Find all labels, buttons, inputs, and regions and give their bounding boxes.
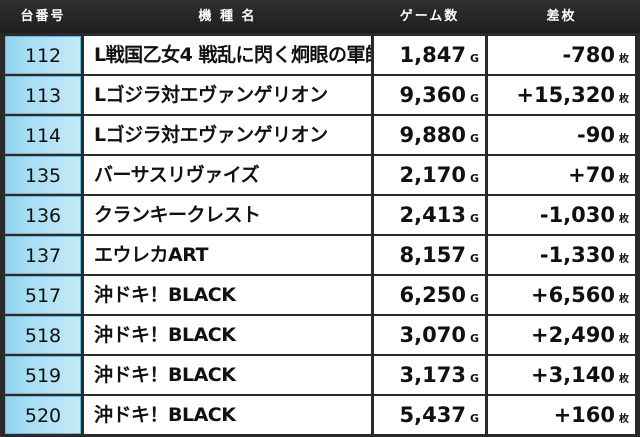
diff-value: +2,490 bbox=[530, 323, 615, 347]
games-cell: 9,880 G bbox=[374, 116, 485, 154]
games-value: 9,360 bbox=[399, 83, 466, 107]
games-cell: 1,847 G bbox=[374, 36, 485, 74]
diff-cell: +2,490 枚 bbox=[488, 316, 635, 354]
games-cell: 2,170 G bbox=[374, 156, 485, 194]
diff-cell: +70 枚 bbox=[488, 156, 635, 194]
table-row: 517 沖ドキ！BLACK 6,250 G +6,560 枚 bbox=[0, 276, 640, 314]
diff-unit: 枚 bbox=[619, 374, 629, 385]
header-number: 台番号 bbox=[20, 9, 66, 24]
table-row: 136 クランキークレスト 2,413 G -1,030 枚 bbox=[0, 196, 640, 234]
machine-number: 112 bbox=[5, 36, 81, 74]
machine-number: 136 bbox=[5, 196, 81, 234]
games-unit: G bbox=[469, 132, 479, 145]
games-value: 5,437 bbox=[399, 403, 466, 427]
games-value: 6,250 bbox=[399, 283, 466, 307]
table-row: 135 バーサスリヴァイズ 2,170 G +70 枚 bbox=[0, 156, 640, 194]
diff-value: +70 bbox=[568, 163, 615, 187]
diff-value: -1,030 bbox=[539, 203, 615, 227]
model-name: 沖ドキ！BLACK bbox=[84, 396, 371, 434]
model-name: Lゴジラ対エヴァンゲリオン bbox=[84, 116, 371, 154]
diff-cell: -780 枚 bbox=[488, 36, 635, 74]
table-row: 520 沖ドキ！BLACK 5,437 G +160 枚 bbox=[0, 396, 640, 434]
diff-value: +160 bbox=[553, 403, 615, 427]
diff-value: +6,560 bbox=[530, 283, 615, 307]
games-cell: 3,070 G bbox=[374, 316, 485, 354]
games-unit: G bbox=[469, 92, 479, 105]
games-unit: G bbox=[469, 412, 479, 425]
header-model: 機 種 名 bbox=[198, 9, 257, 24]
header-diff: 差枚 bbox=[546, 9, 577, 24]
diff-value: -780 bbox=[562, 43, 615, 67]
diff-unit: 枚 bbox=[619, 254, 629, 265]
games-unit: G bbox=[469, 252, 479, 265]
machine-number: 135 bbox=[5, 156, 81, 194]
diff-cell: +160 枚 bbox=[488, 396, 635, 434]
diff-value: +3,140 bbox=[530, 363, 615, 387]
model-name: クランキークレスト bbox=[84, 196, 371, 234]
model-name: エウレカART bbox=[84, 236, 371, 274]
games-unit: G bbox=[469, 292, 479, 305]
diff-value: -1,330 bbox=[539, 243, 615, 267]
games-unit: G bbox=[469, 172, 479, 185]
model-name: バーサスリヴァイズ bbox=[84, 156, 371, 194]
table-row: 112 L戦国乙女4 戦乱に閃く炯眼の軍師 1,847 G -780 枚 bbox=[0, 36, 640, 74]
model-name: Lゴジラ対エヴァンゲリオン bbox=[84, 76, 371, 114]
games-value: 2,170 bbox=[399, 163, 466, 187]
diff-cell: -1,030 枚 bbox=[488, 196, 635, 234]
diff-value: -90 bbox=[577, 123, 615, 147]
diff-value: +15,320 bbox=[516, 83, 615, 107]
games-cell: 5,437 G bbox=[374, 396, 485, 434]
games-unit: G bbox=[469, 372, 479, 385]
diff-unit: 枚 bbox=[619, 334, 629, 345]
model-name: 沖ドキ！BLACK bbox=[84, 356, 371, 394]
diff-cell: -1,330 枚 bbox=[488, 236, 635, 274]
header-games: ゲーム数 bbox=[399, 9, 460, 24]
machine-number: 517 bbox=[5, 276, 81, 314]
table-row: 113 Lゴジラ対エヴァンゲリオン 9,360 G +15,320 枚 bbox=[0, 76, 640, 114]
games-cell: 8,157 G bbox=[374, 236, 485, 274]
games-value: 1,847 bbox=[399, 43, 466, 67]
games-unit: G bbox=[469, 212, 479, 225]
table-row: 137 エウレカART 8,157 G -1,330 枚 bbox=[0, 236, 640, 274]
diff-cell: +3,140 枚 bbox=[488, 356, 635, 394]
diff-unit: 枚 bbox=[619, 54, 629, 65]
games-value: 2,413 bbox=[399, 203, 466, 227]
diff-unit: 枚 bbox=[619, 214, 629, 225]
games-cell: 2,413 G bbox=[374, 196, 485, 234]
model-name: 沖ドキ！BLACK bbox=[84, 276, 371, 314]
diff-unit: 枚 bbox=[619, 174, 629, 185]
games-unit: G bbox=[469, 52, 479, 65]
games-unit: G bbox=[469, 332, 479, 345]
machine-number: 520 bbox=[5, 396, 81, 434]
diff-cell: -90 枚 bbox=[488, 116, 635, 154]
diff-unit: 枚 bbox=[619, 94, 629, 105]
diff-cell: +15,320 枚 bbox=[488, 76, 635, 114]
machine-number: 518 bbox=[5, 316, 81, 354]
machine-number: 137 bbox=[5, 236, 81, 274]
diff-cell: +6,560 枚 bbox=[488, 276, 635, 314]
table-row: 114 Lゴジラ対エヴァンゲリオン 9,880 G -90 枚 bbox=[0, 116, 640, 154]
machine-number: 519 bbox=[5, 356, 81, 394]
diff-unit: 枚 bbox=[619, 134, 629, 145]
diff-unit: 枚 bbox=[619, 414, 629, 425]
games-cell: 6,250 G bbox=[374, 276, 485, 314]
machine-number: 113 bbox=[5, 76, 81, 114]
games-cell: 9,360 G bbox=[374, 76, 485, 114]
games-value: 3,070 bbox=[399, 323, 466, 347]
machine-number: 114 bbox=[5, 116, 81, 154]
table-row: 519 沖ドキ！BLACK 3,173 G +3,140 枚 bbox=[0, 356, 640, 394]
games-value: 9,880 bbox=[399, 123, 466, 147]
games-cell: 3,173 G bbox=[374, 356, 485, 394]
table-row: 518 沖ドキ！BLACK 3,070 G +2,490 枚 bbox=[0, 316, 640, 354]
games-value: 3,173 bbox=[399, 363, 466, 387]
model-name: L戦国乙女4 戦乱に閃く炯眼の軍師 bbox=[84, 36, 371, 74]
table-header: 台番号 機 種 名 ゲーム数 差枚 bbox=[0, 0, 640, 33]
diff-unit: 枚 bbox=[619, 294, 629, 305]
games-value: 8,157 bbox=[399, 243, 466, 267]
model-name: 沖ドキ！BLACK bbox=[84, 316, 371, 354]
